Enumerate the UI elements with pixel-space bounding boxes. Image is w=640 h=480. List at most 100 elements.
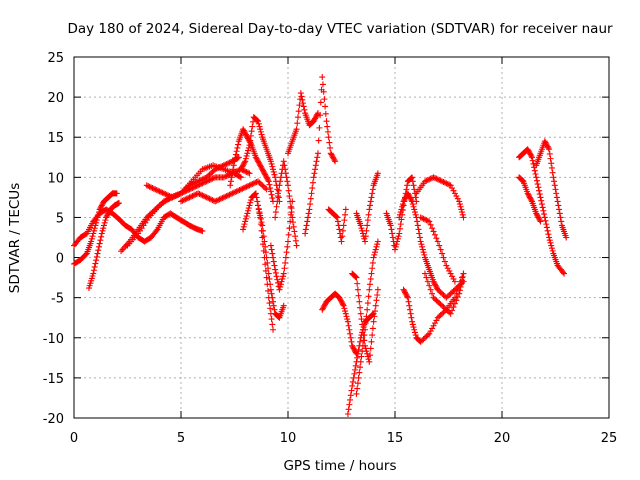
data-point [437, 312, 444, 319]
data-point [366, 358, 373, 365]
data-point [238, 164, 245, 171]
data-point [209, 168, 216, 175]
data-point [240, 160, 247, 167]
series-arc-1 [71, 206, 206, 249]
data-point [310, 118, 317, 125]
data-point [90, 230, 97, 237]
data-point [254, 117, 261, 124]
data-point [537, 218, 544, 225]
data-point [370, 254, 377, 261]
data-point [230, 189, 237, 196]
data-point [272, 269, 279, 276]
data-point [342, 308, 349, 315]
data-point [255, 158, 262, 165]
data-point [242, 130, 249, 137]
y-tick-label: 10 [47, 171, 64, 186]
data-point [93, 217, 100, 224]
data-point [172, 193, 179, 200]
data-point [344, 316, 351, 323]
data-point [105, 210, 112, 217]
data-point [400, 198, 407, 205]
data-point [353, 390, 360, 397]
data-point [518, 177, 525, 184]
data-point [409, 318, 416, 325]
data-point [316, 124, 323, 131]
data-point [90, 267, 97, 274]
data-point [266, 181, 273, 188]
data-point [281, 265, 288, 272]
data-point [149, 185, 156, 192]
data-point [543, 142, 550, 149]
data-point [274, 198, 281, 205]
data-point [415, 226, 422, 233]
data-point [406, 302, 413, 309]
data-point [255, 120, 262, 127]
data-point [220, 162, 227, 169]
data-point [373, 243, 380, 250]
data-point [296, 102, 303, 109]
y-axis-label: SDTVAR / TECUs [7, 183, 23, 293]
data-point [173, 192, 180, 199]
series-arc-7 [178, 178, 270, 205]
data-point [337, 296, 344, 303]
data-point [396, 225, 403, 232]
data-point [528, 154, 535, 161]
data-point [317, 99, 324, 106]
data-point [259, 222, 266, 229]
data-point [358, 316, 365, 323]
data-point [263, 254, 270, 261]
data-point [199, 192, 206, 199]
data-point [244, 134, 251, 141]
data-point [364, 350, 371, 357]
data-point [429, 225, 436, 232]
data-point [417, 338, 424, 345]
data-point [357, 310, 364, 317]
data-point [309, 185, 316, 192]
data-point [421, 216, 428, 223]
data-point [152, 186, 159, 193]
data-point [210, 175, 217, 182]
data-point [266, 275, 273, 282]
data-point [446, 181, 453, 188]
data-point [264, 259, 271, 266]
data-point [187, 181, 194, 188]
data-point [286, 193, 293, 200]
data-point [361, 332, 368, 339]
data-point [440, 254, 447, 261]
data-point [450, 275, 457, 282]
data-point [433, 235, 440, 242]
data-point [92, 222, 99, 229]
data-point [444, 265, 451, 272]
series-arc-4 [118, 166, 253, 255]
data-point [275, 314, 282, 321]
data-point [312, 162, 319, 169]
data-point [434, 176, 441, 183]
data-point [103, 214, 110, 221]
series-arc-28 [516, 146, 568, 277]
data-point [237, 186, 244, 193]
data-point [286, 225, 293, 232]
data-point [405, 298, 412, 305]
data-point [533, 211, 540, 218]
data-point [96, 206, 103, 213]
data-point [453, 193, 460, 200]
data-point [546, 237, 553, 244]
data-point [212, 198, 219, 205]
data-point [252, 154, 259, 161]
data-point [322, 301, 329, 308]
data-point [291, 228, 298, 235]
data-point [531, 167, 538, 174]
data-point [223, 160, 230, 167]
data-point [449, 289, 456, 296]
data-point [392, 246, 398, 253]
data-point [247, 199, 254, 206]
data-point [357, 334, 364, 341]
data-point [434, 238, 441, 245]
data-point [275, 193, 282, 200]
data-point [403, 291, 410, 298]
data-point [323, 118, 330, 125]
data-point [219, 162, 226, 169]
data-point [295, 108, 302, 115]
data-point [268, 316, 275, 323]
data-point [524, 146, 531, 153]
